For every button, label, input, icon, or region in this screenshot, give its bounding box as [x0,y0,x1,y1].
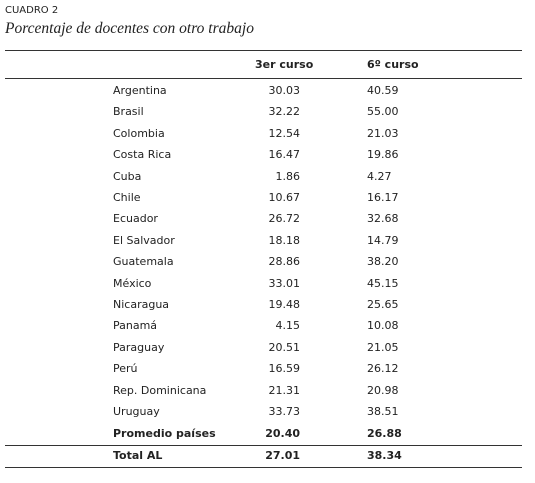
row-label: Total AL [113,448,163,462]
row-label: Cuba [113,169,142,183]
cell: 1.86 [275,169,301,183]
cell: 16.17 [367,191,399,204]
rule [5,78,522,79]
row-label: Costa Rica [113,148,172,162]
row-label: Brasil [113,105,144,119]
cell: 4.15 [275,319,301,333]
row-label: Chile [113,191,141,204]
column-header: 6º curso [367,58,419,71]
cell: 21.03 [367,126,399,140]
cell: 26.88 [367,427,402,440]
cell: 33.73 [268,405,301,418]
row-label: Argentina [113,84,167,97]
cell: 4.27 [367,169,392,183]
cell: 38.20 [367,255,399,269]
cell: 10.67 [268,191,301,204]
cell: 30.03 [268,84,301,97]
rule [5,445,522,446]
row-label: Promedio países [113,427,216,440]
cell: 20.51 [268,340,301,354]
cell: 20.98 [367,383,399,397]
table-label: CUADRO 2 [5,5,59,16]
cell: 12.54 [268,126,301,140]
cell: 26.72 [268,212,301,226]
cell: 38.51 [367,405,399,418]
cell: 32.68 [367,212,399,226]
table-title: Porcentaje de docentes con otro trabajo [5,20,254,37]
rule [5,50,522,51]
row-label: Paraguay [113,340,165,354]
cell: 16.47 [268,148,301,162]
cell: 32.22 [268,105,301,119]
cell: 33.01 [268,276,301,290]
cell: 18.18 [268,233,301,247]
cell: 20.40 [265,427,300,440]
cell: 26.12 [367,362,399,376]
row-label: Rep. Dominicana [113,383,207,397]
cell: 55.00 [367,105,399,119]
cell: 40.59 [367,84,399,97]
cell: 45.15 [367,276,399,290]
column-header: 3er curso [255,58,314,71]
row-label: Ecuador [113,212,158,226]
row-label: Uruguay [113,405,160,418]
cell: 10.08 [367,319,399,333]
cell: 21.05 [367,340,399,354]
row-label: Colombia [113,126,165,140]
cell: 25.65 [367,298,399,311]
row-label: Guatemala [113,255,174,269]
row-label: El Salvador [113,233,175,247]
row-label: Panamá [113,319,158,333]
row-label: Perú [113,362,138,376]
cell: 21.31 [268,383,301,397]
cell: 28.86 [268,255,301,269]
cell: 27.01 [265,448,300,462]
rule [5,467,522,468]
cell: 19.48 [268,298,301,311]
cell: 38.34 [367,448,402,462]
cell: 19.86 [367,148,399,162]
cell: 16.59 [268,362,301,376]
row-label: México [113,276,152,290]
cell: 14.79 [367,233,399,247]
row-label: Nicaragua [113,298,170,311]
